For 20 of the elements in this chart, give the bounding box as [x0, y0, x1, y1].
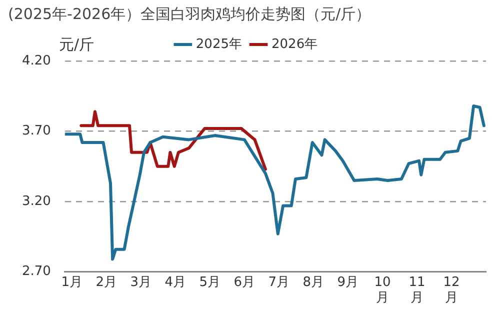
x-tick-label: 4月 — [164, 274, 186, 290]
x-tick-label: 6月 — [234, 274, 256, 290]
x-tick-label: 7月 — [268, 274, 290, 290]
x-tick-label: 10 月 — [374, 274, 391, 306]
y-tick-label: 3.70 — [22, 124, 51, 139]
x-tick-label: 8月 — [302, 274, 324, 290]
y-tick-label: 4.20 — [22, 53, 51, 68]
x-tick-label: 12 月 — [443, 274, 460, 306]
x-tick-label: 9月 — [337, 274, 359, 290]
x-tick-label: 11 月 — [408, 274, 426, 306]
y-tick-label: 2.70 — [22, 264, 51, 280]
legend-label: 2025年 — [196, 36, 242, 52]
y-axis-title: 元/斤 — [58, 35, 94, 54]
chart-title: (2025年-2026年）全国白羽肉鸡均价走势图（元/斤） — [8, 4, 371, 23]
x-tick-label: 2月 — [96, 274, 117, 290]
x-tick-label: 1月 — [61, 274, 82, 290]
x-tick-label: 3月 — [130, 274, 152, 290]
legend-label: 2026年 — [272, 36, 318, 52]
y-tick-label: 3.20 — [22, 194, 51, 209]
x-tick-label: 5月 — [199, 274, 221, 290]
